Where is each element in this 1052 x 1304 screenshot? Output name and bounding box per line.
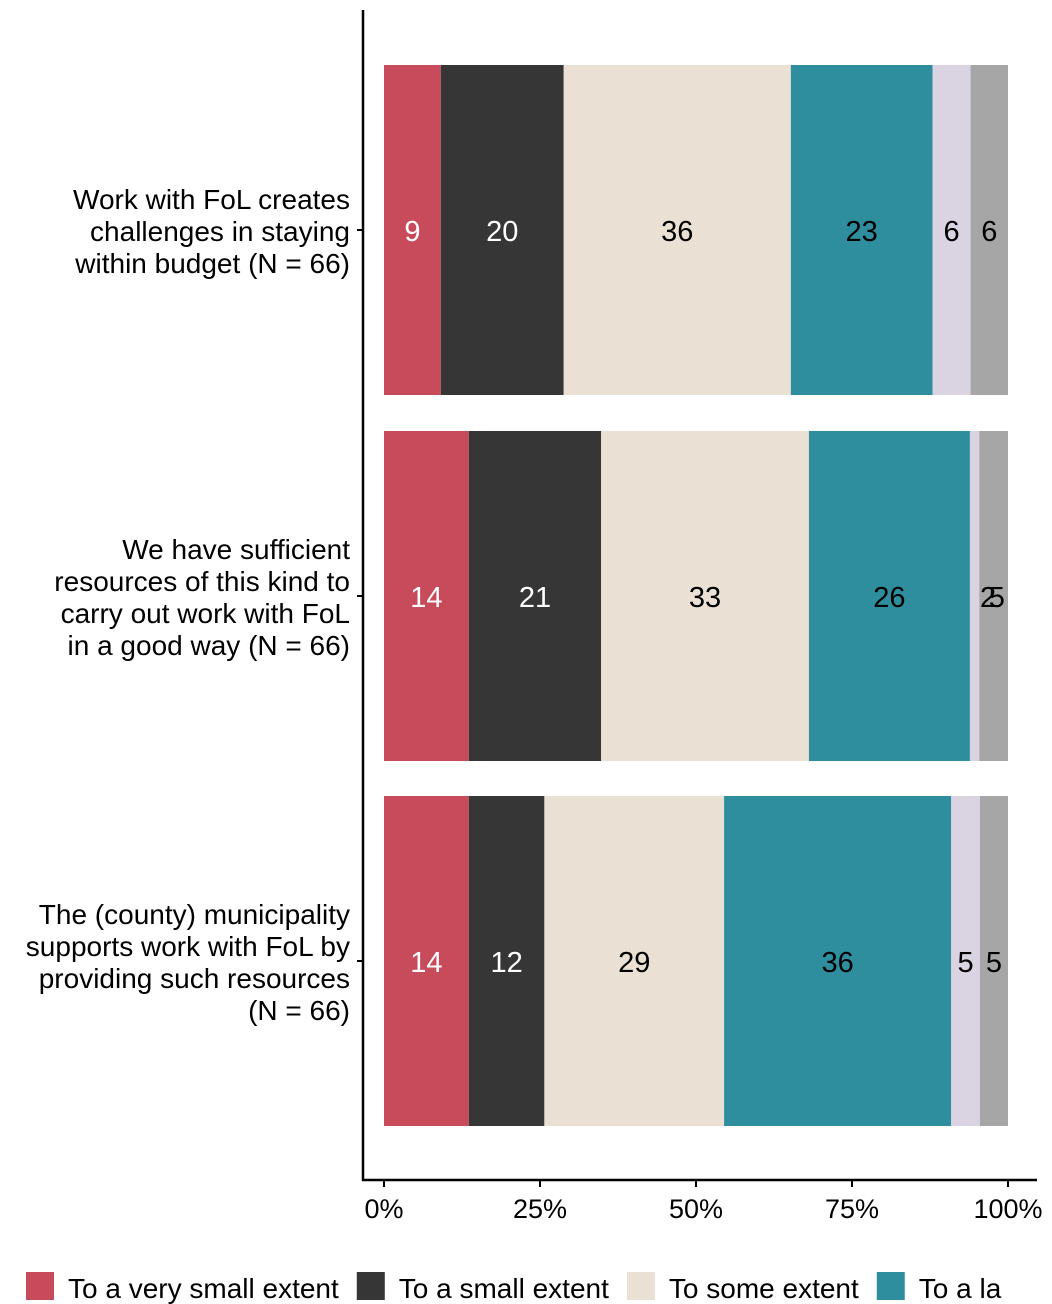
legend-swatch-2 [356,1272,385,1300]
x-axis: 0% 25% 50% 75% 100% [362,1178,1043,1224]
bars-layer [384,65,1008,1126]
value-label-row1-series4: 23 [846,216,878,248]
x-tick-label-25: 25% [513,1194,567,1224]
value-label-row2-series1: 14 [410,582,442,614]
x-tick-label-0: 0% [364,1194,403,1224]
bar-segment-row1-series1 [384,65,441,395]
value-label-row3-series3: 29 [618,947,650,979]
bar-segment-row2-series1 [384,431,469,761]
legend: To a very small extent To a small extent T… [26,1272,1002,1304]
legend-swatch-3 [626,1272,655,1300]
category-label-row1: Work with FoL creates challenges in stayi… [73,184,350,279]
value-label-row2-series2: 21 [519,582,551,614]
bar-segment-row3-series2 [468,796,545,1126]
legend-label-3: To some extent [669,1273,859,1304]
bar-segment-row2-series3 [601,431,809,761]
value-label-row2-series6: 5 [989,582,1005,614]
bar-segment-row3-series1 [384,796,469,1126]
bar-segment-row3-series5 [951,796,980,1126]
value-label-row1-series1: 9 [404,216,420,248]
legend-swatch-1 [26,1272,54,1300]
category-label-row3: The (county) municipality supports work w… [26,899,350,1026]
bar-segment-row1-series3 [563,65,791,395]
bar-segment-row1-series2 [440,65,564,395]
bar-segment-row2-series6 [979,431,1008,761]
x-tick-label-100: 100% [973,1194,1042,1224]
bar-segment-row2-series4 [808,431,970,761]
value-label-row3-series5: 5 [957,947,973,979]
value-label-row1-series5: 6 [943,216,959,248]
value-label-row1-series2: 20 [486,216,518,248]
legend-swatch-4 [876,1272,905,1300]
value-label-row3-series1: 14 [410,947,442,979]
bar-segment-row2-series5 [969,431,980,761]
value-label-row1-series3: 36 [661,216,693,248]
value-label-row3-series6: 5 [986,947,1002,979]
value-label-row3-series4: 36 [822,947,854,979]
legend-label-1: To a very small extent [68,1273,339,1304]
bar-segment-row2-series2 [468,431,602,761]
bar-segment-row3-series6 [979,796,1008,1126]
bar-segment-row1-series4 [790,65,933,395]
x-tick-label-50: 50% [669,1194,723,1224]
x-tick-label-75: 75% [825,1194,879,1224]
value-label-row2-series4: 26 [873,582,905,614]
value-label-row2-series3: 33 [689,582,721,614]
y-axis: Work with FoL creates challenges in stayi… [26,10,365,1181]
bar-segment-row3-series3 [544,796,725,1126]
bar-segment-row3-series4 [724,796,952,1126]
bar-segment-row1-series6 [970,65,1008,395]
category-label-row2: We have sufficient resources of this kind… [54,534,350,661]
bar-segment-row1-series5 [932,65,971,395]
value-label-row1-series6: 6 [981,216,997,248]
legend-label-2: To a small extent [399,1273,609,1304]
value-label-row3-series2: 12 [490,947,522,979]
legend-label-4: To a la [919,1273,1002,1304]
value-label-row2-series5: 2 [980,582,996,614]
